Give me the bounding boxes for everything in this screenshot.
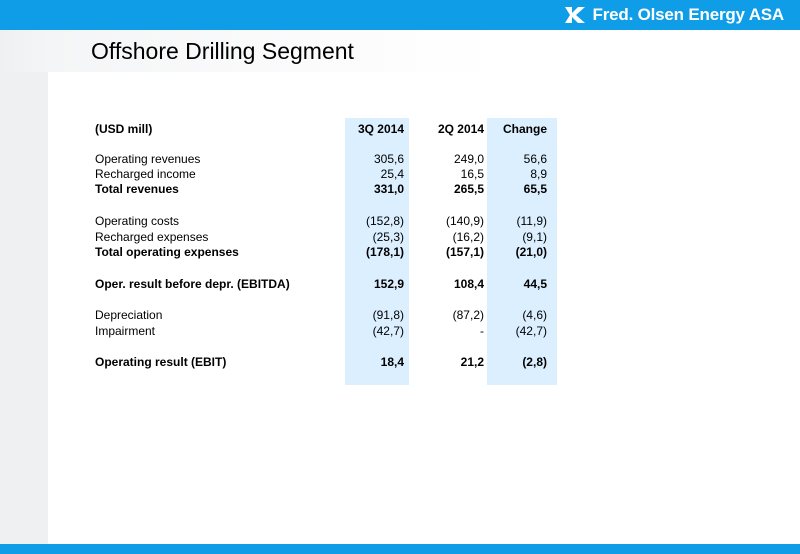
row-label: Oper. result before depr. (EBITDA) <box>95 277 290 291</box>
table-row: Recharged expenses (25,3) (16,2) (9,1) <box>0 230 800 245</box>
brand: Fred. Olsen Energy ASA <box>563 5 784 25</box>
table-row-total: Operating result (EBIT) 18,4 21,2 (2,8) <box>0 355 800 370</box>
row-col1: 152,9 <box>373 277 404 291</box>
row-col2: (157,1) <box>445 245 484 259</box>
row-col1: (152,8) <box>365 214 404 228</box>
header-label: (USD mill) <box>95 122 153 136</box>
page-title: Offshore Drilling Segment <box>91 38 354 64</box>
row-label: Impairment <box>95 324 156 338</box>
row-col3: (21,0) <box>515 245 547 259</box>
row-col3: (42,7) <box>515 324 547 338</box>
row-col3: 8,9 <box>530 167 547 181</box>
table-row: Operating costs (152,8) (140,9) (11,9) <box>0 214 800 229</box>
row-col3: 56,6 <box>523 152 547 166</box>
header-col1: 3Q 2014 <box>357 122 404 136</box>
row-label: Total operating expenses <box>95 245 239 259</box>
row-col2: (87,2) <box>452 308 484 322</box>
table-row: Operating revenues 305,6 249,0 56,6 <box>0 152 800 167</box>
row-label: Operating result (EBIT) <box>95 355 227 369</box>
row-label: Total revenues <box>95 182 179 196</box>
row-col3: 44,5 <box>523 277 547 291</box>
table-header-row: (USD mill) 3Q 2014 2Q 2014 Change <box>0 122 800 137</box>
row-label: Operating revenues <box>95 152 201 166</box>
table-row-total: Oper. result before depr. (EBITDA) 152,9… <box>0 277 800 292</box>
row-col1: (42,7) <box>372 324 404 338</box>
row-col1: 25,4 <box>380 167 404 181</box>
left-strip <box>0 30 48 544</box>
highlight-column-change <box>487 118 557 385</box>
row-col1: (25,3) <box>372 230 404 244</box>
fred-olsen-logo-icon <box>563 6 587 24</box>
row-col1: 18,4 <box>380 355 404 369</box>
top-bar: Fred. Olsen Energy ASA <box>0 0 800 30</box>
row-col1: (91,8) <box>372 308 404 322</box>
row-col2: 21,2 <box>460 355 484 369</box>
table-row: Impairment (42,7) - (42,7) <box>0 324 800 339</box>
header-col2: 2Q 2014 <box>437 122 484 136</box>
row-col2: 265,5 <box>453 182 484 196</box>
table-row-total: Total revenues 331,0 265,5 65,5 <box>0 182 800 197</box>
row-col3: (2,8) <box>522 355 547 369</box>
row-col3: (11,9) <box>516 214 547 228</box>
table-row: Recharged income 25,4 16,5 8,9 <box>0 167 800 182</box>
row-col2: 108,4 <box>453 277 484 291</box>
row-label: Recharged expenses <box>95 230 209 244</box>
row-label: Depreciation <box>95 308 163 322</box>
row-col1: 305,6 <box>373 152 404 166</box>
table-row-total: Total operating expenses (178,1) (157,1)… <box>0 245 800 260</box>
row-col2: (140,9) <box>445 214 484 228</box>
title-band <box>0 30 800 72</box>
highlight-column-current-quarter <box>345 118 409 385</box>
row-col3: (4,6) <box>522 308 547 322</box>
row-col1: (178,1) <box>365 245 404 259</box>
row-col3: (9,1) <box>522 230 547 244</box>
row-label: Recharged income <box>95 167 196 181</box>
table-row: Depreciation (91,8) (87,2) (4,6) <box>0 308 800 323</box>
row-col2: (16,2) <box>452 230 484 244</box>
row-col2: 249,0 <box>453 152 484 166</box>
row-col2: - <box>480 324 484 338</box>
row-label: Operating costs <box>95 214 180 228</box>
bottom-bar <box>0 544 800 554</box>
row-col3: 65,5 <box>523 182 547 196</box>
row-col1: 331,0 <box>373 182 404 196</box>
row-col2: 16,5 <box>460 167 484 181</box>
header-col3: Change <box>502 122 547 136</box>
brand-name: Fred. Olsen Energy ASA <box>592 5 785 24</box>
